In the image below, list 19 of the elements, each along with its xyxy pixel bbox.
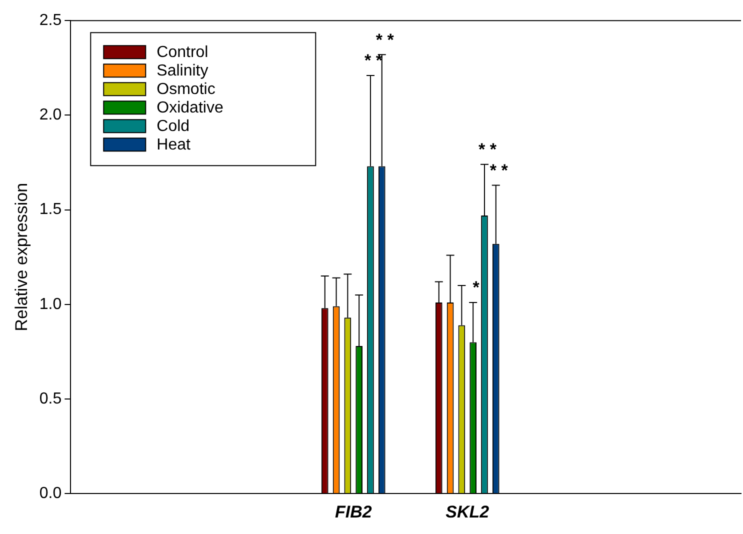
y-tick-label: 0.5 [39,390,62,408]
y-tick-label: 2.5 [39,12,62,30]
y-axis-title: Relative expression [12,182,31,332]
legend-label: Osmotic [156,81,216,98]
annotation: * * [376,30,394,50]
legend-label: Heat [156,136,191,154]
legend-label: Oxidative [156,100,224,117]
y-tick-label: 1.5 [39,201,62,218]
legend-label: Salinity [156,62,208,80]
annotation: * * [490,160,508,180]
annotation: * * [478,140,497,160]
annotation: * [472,278,480,298]
legend-label: Control [156,44,208,62]
x-tick-label: FIB2 [334,502,372,522]
y-tick-label: 1.0 [39,296,62,313]
x-tick-label: SKL2 [446,502,490,522]
legend-label: Cold [156,118,190,136]
y-tick-label: 0.0 [39,485,62,502]
y-tick-label: 2.0 [39,106,62,124]
